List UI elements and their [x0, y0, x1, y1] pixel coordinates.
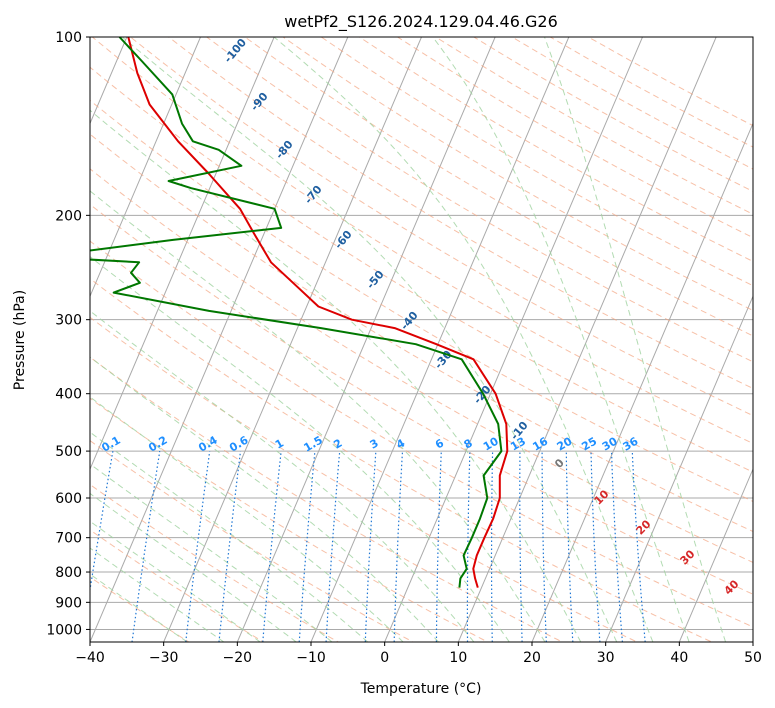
mixing-ratio-line: [519, 451, 523, 642]
y-tick-label: 300: [55, 313, 82, 329]
y-axis-ticks: 1000 900 800 700 600 500 400 300 200 100: [46, 30, 90, 638]
moist-adiabat-line: [273, 37, 654, 642]
moist-adiabat-line: [544, 37, 727, 642]
sounding-profiles: [90, 37, 509, 588]
moist-adiabat-line: [90, 463, 333, 642]
mixing-ratio-line: [298, 451, 316, 642]
y-tick-label: 800: [55, 565, 82, 581]
mixing-ratio-line: [262, 451, 282, 642]
isotherm-line: [605, 295, 753, 642]
moist-adiabat-line: [90, 492, 297, 642]
x-tick-label: −30: [149, 650, 179, 666]
isotherm-line: [457, 37, 717, 642]
plot-area: 0.1 0.2 0.4 0.6 1 1.5 2 3 4 6 8 10 13 16 20 25 30 36-100-…: [90, 37, 753, 642]
y-tick-label: 700: [55, 531, 82, 547]
mixing-ratio-lines: [90, 450, 646, 642]
dry-adiabat-line: [90, 397, 489, 642]
isotherm-line: [384, 37, 643, 642]
dry-adiabat-line: [90, 440, 414, 642]
mixing-ratio-line: [541, 451, 547, 642]
x-tick-label: 30: [597, 650, 615, 666]
isotherm-line: [531, 122, 753, 642]
mixing-ratio-line: [393, 451, 404, 642]
moist-adiabat-line: [90, 547, 225, 642]
isotherm-line: [90, 37, 349, 642]
moist-adiabat-line: [432, 37, 690, 642]
mixing-ratio-line: [364, 451, 377, 642]
dry-adiabat-line: [90, 278, 713, 642]
x-tick-label: −20: [223, 650, 253, 666]
isotherm-line: [236, 37, 496, 642]
y-tick-label: 200: [55, 208, 82, 224]
x-tick-label: 10: [449, 650, 467, 666]
x-tick-label: −40: [75, 650, 105, 666]
moist-adiabat-line: [90, 356, 439, 642]
isotherm-line: [90, 37, 275, 471]
mixing-ratio-line: [185, 451, 211, 642]
dry-adiabat-line: [244, 37, 753, 337]
mixing-ratio-line: [565, 451, 574, 642]
isotherm-line: [163, 37, 422, 642]
isotherm-lines: [90, 37, 753, 642]
dry-adiabat-line: [90, 529, 265, 642]
mixing-ratio-line: [590, 451, 601, 642]
dry-adiabat-line: [90, 356, 564, 642]
isotherm-line: [90, 37, 201, 298]
mixing-ratio-line: [325, 451, 341, 642]
y-tick-label: 400: [55, 387, 82, 403]
moist-adiabat-lines: [90, 37, 727, 642]
chart-title: wetPf2_S126.2024.129.04.46.G26: [284, 12, 558, 32]
moist-adiabat-line: [90, 520, 261, 642]
dry-adiabat-line: [90, 168, 753, 563]
moist-adiabat-line: [90, 255, 510, 642]
dewpoint-profile-line: [90, 37, 503, 588]
y-tick-label: 600: [55, 491, 82, 507]
y-tick-label: 500: [55, 444, 82, 460]
mixing-ratio-line: [610, 451, 624, 642]
mixing-ratio-line: [631, 451, 646, 642]
mixing-ratio-line: [131, 451, 161, 642]
mixing-ratio-line: [435, 451, 442, 642]
x-axis-title: Temperature (°C): [360, 681, 482, 697]
mixing-ratio-line: [466, 451, 471, 642]
dry-adiabat-line: [90, 99, 753, 502]
moist-adiabat-line: [90, 573, 188, 642]
dry-adiabat-line: [168, 37, 753, 389]
dry-adiabat-lines: [90, 37, 753, 642]
isotherm-line: [678, 467, 753, 642]
x-tick-label: 40: [670, 650, 688, 666]
dry-adiabat-line: [130, 37, 753, 417]
y-tick-label: 900: [55, 595, 82, 611]
x-axis-ticks: −40 −30 −20 −10 0 10 20 30 40 50: [75, 642, 762, 666]
moist-adiabat-line: [90, 396, 404, 642]
x-tick-label: 50: [744, 650, 762, 666]
moist-adiabat-line: [90, 431, 369, 642]
y-axis-title: Pressure (hPa): [12, 290, 28, 390]
isotherm-line: [310, 37, 570, 642]
dry-adiabat-line: [282, 37, 753, 312]
dry-adiabat-line: [90, 240, 753, 628]
moist-adiabat-line: [121, 37, 618, 642]
x-tick-label: −10: [296, 650, 326, 666]
mixing-ratio-line: [218, 451, 242, 642]
y-tick-label: 1000: [46, 622, 82, 638]
dry-adiabat-line: [90, 483, 340, 642]
x-tick-label: 0: [380, 650, 389, 666]
mixing-ratio-line: [490, 451, 494, 642]
plot-frame: [89, 36, 754, 643]
x-tick-label: 20: [523, 650, 541, 666]
y-tick-label: 100: [55, 30, 82, 46]
moist-adiabat-line: [90, 310, 475, 642]
